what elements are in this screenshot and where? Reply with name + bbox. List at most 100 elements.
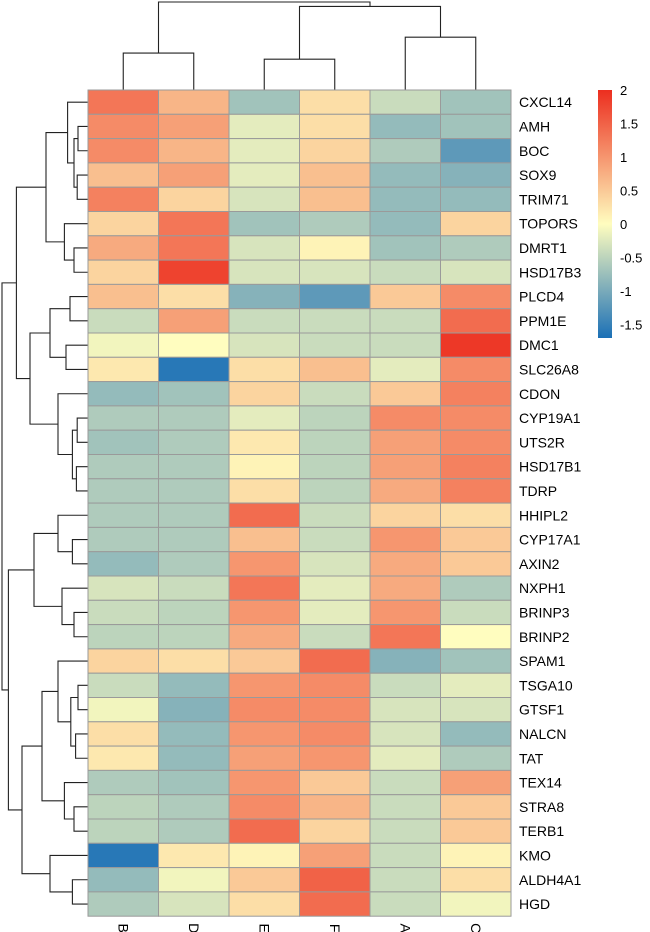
- row-label: CYP19A1: [519, 410, 581, 426]
- row-label: PPM1E: [519, 313, 566, 329]
- heatmap-cell: [228, 551, 300, 577]
- legend-tick-label: -1: [620, 284, 632, 299]
- row-label: TAT: [519, 750, 544, 766]
- column-label: B: [115, 924, 131, 932]
- heatmap-cell: [87, 478, 159, 504]
- heatmap-cell: [369, 405, 441, 431]
- dendrogram-branch: [7, 569, 34, 811]
- heatmap-cell: [158, 745, 230, 771]
- heatmap-cell: [228, 867, 300, 893]
- heatmap-cell: [228, 721, 300, 747]
- heatmap-cell: [87, 551, 159, 577]
- heatmap-cell: [299, 794, 371, 820]
- heatmap-cell: [158, 259, 230, 285]
- dendrogram-branch: [63, 782, 88, 820]
- heatmap-cell: [228, 575, 300, 601]
- heatmap-cell: [158, 89, 230, 115]
- heatmap-cell: [369, 891, 441, 917]
- heatmap-cell: [440, 697, 512, 723]
- heatmap-cell: [440, 186, 512, 212]
- heatmap-cell: [299, 551, 371, 577]
- heatmap-cell: [369, 186, 441, 212]
- heatmap-cell: [228, 162, 300, 188]
- heatmap-cell: [299, 235, 371, 261]
- legend-tick-label: 2: [620, 83, 627, 98]
- dendrogram-branch: [404, 36, 477, 90]
- row-label: CXCL14: [519, 94, 572, 110]
- heatmap-cell: [228, 794, 300, 820]
- heatmap-cell: [299, 672, 371, 699]
- heatmap-cell: [87, 672, 159, 699]
- heatmap-cell: [299, 502, 371, 528]
- heatmap-cell: [440, 454, 512, 480]
- heatmap-cell: [158, 648, 230, 674]
- heatmap-cell: [228, 235, 300, 261]
- dendrogram-branch: [122, 52, 195, 90]
- dendrogram-branch: [76, 417, 88, 443]
- row-label: TRIM71: [519, 191, 569, 207]
- dendrogram-branch: [41, 690, 65, 802]
- heatmap-cell: [228, 599, 300, 626]
- row-label: UTS2R: [519, 434, 565, 450]
- heatmap-cell: [158, 211, 230, 237]
- heatmap-cell: [440, 867, 512, 893]
- heatmap-cell: [158, 624, 230, 650]
- row-label: NALCN: [519, 726, 566, 742]
- heatmap-cell: [369, 113, 441, 140]
- dendrogram-branch: [57, 514, 88, 553]
- heatmap-cell: [228, 842, 300, 869]
- heatmap-cell: [299, 454, 371, 480]
- heatmap-cell: [228, 381, 300, 407]
- heatmap-cell: [440, 551, 512, 577]
- legend-tick-label: 0: [620, 217, 627, 232]
- dendrogram-branch: [71, 879, 88, 905]
- heatmap-cell: [440, 162, 512, 188]
- dendrogram-branch: [63, 223, 88, 261]
- heatmap-cell: [87, 235, 159, 261]
- dendrogram-branch: [73, 806, 88, 832]
- heatmap-cell: [369, 842, 441, 869]
- heatmap-cell: [299, 624, 371, 650]
- heatmap-cell: [228, 478, 300, 504]
- heatmap-cell: [87, 381, 159, 407]
- heatmap-cell: [369, 672, 441, 699]
- heatmap-cell: [299, 89, 371, 115]
- heatmap-cell: [87, 867, 159, 893]
- heatmap-cell: [228, 89, 300, 115]
- heatmap-cell: [158, 429, 230, 456]
- row-label: DMC1: [519, 337, 559, 353]
- dendrogram-branch: [70, 696, 78, 747]
- heatmap-cell: [440, 405, 512, 431]
- dendrogram-branch: [77, 684, 88, 711]
- heatmap-cell: [158, 478, 230, 504]
- row-label: PLCD4: [519, 289, 564, 305]
- heatmap-cell: [228, 113, 300, 140]
- heatmap-cell: [369, 648, 441, 674]
- heatmap-cell: [369, 454, 441, 480]
- heatmap-cell: [369, 551, 441, 577]
- heatmap-cell: [158, 186, 230, 212]
- heatmap-cell: [440, 138, 512, 164]
- dendrogram-branch: [21, 745, 50, 875]
- dendrogram-branch: [65, 344, 88, 370]
- heatmap-cell: [369, 308, 441, 334]
- heatmap-cell: [228, 891, 300, 917]
- dendrogram-branch: [75, 733, 88, 759]
- heatmap-cell: [228, 454, 300, 480]
- row-label: SOX9: [519, 167, 557, 183]
- heatmap-cell: [158, 405, 230, 431]
- heatmap-cell: [299, 599, 371, 626]
- dendrogram-branch: [49, 308, 70, 358]
- heatmap-cell: [87, 842, 159, 869]
- heatmap-cell: [87, 113, 159, 140]
- heatmap-cells: [87, 89, 512, 917]
- heatmap-cell: [299, 138, 371, 164]
- heatmap-cell: [87, 599, 159, 626]
- heatmap-cell: [369, 599, 441, 626]
- dendrogram-branch: [157, 1, 371, 54]
- heatmap-cell: [440, 672, 512, 699]
- heatmap-cell: [228, 672, 300, 699]
- heatmap-cell: [299, 211, 371, 237]
- legend-tick-label: 1: [620, 150, 627, 165]
